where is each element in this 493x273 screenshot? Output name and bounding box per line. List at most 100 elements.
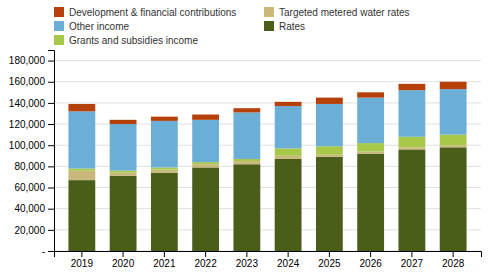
bar bbox=[398, 149, 425, 251]
x-tick-mark bbox=[246, 251, 247, 257]
x-tick-label: 2021 bbox=[153, 258, 176, 269]
bar bbox=[398, 137, 425, 148]
legend-label: Development & financial contributions bbox=[69, 7, 236, 18]
legend-item: Development & financial contributions bbox=[54, 7, 236, 18]
x-tick-label: 2024 bbox=[277, 258, 300, 269]
legend-item: Other income bbox=[54, 21, 129, 32]
chart: - 20,000 40,000 60,000 80,000 100,000 120,000 1… bbox=[0, 0, 493, 273]
y-tick-label: 140,000 bbox=[9, 98, 46, 109]
bar bbox=[110, 120, 137, 124]
plot: - 20,000 40,000 60,000 80,000 100,000 120,000 1… bbox=[9, 51, 482, 270]
bar bbox=[357, 154, 384, 251]
y-tick: 180,000 bbox=[9, 55, 54, 66]
legend-label: Grants and subsidies income bbox=[69, 35, 198, 46]
x-tick: 2028 bbox=[442, 251, 465, 269]
bar bbox=[110, 173, 137, 176]
bar bbox=[357, 143, 384, 151]
x-tick-label: 2026 bbox=[360, 258, 383, 269]
bar bbox=[192, 120, 219, 162]
y-tick-mark bbox=[48, 230, 54, 231]
bar bbox=[233, 108, 260, 112]
bar bbox=[68, 168, 95, 170]
y-tick: 20,000 bbox=[14, 225, 54, 236]
bar bbox=[110, 176, 137, 251]
y-tick: 160,000 bbox=[9, 76, 54, 87]
bar bbox=[357, 92, 384, 97]
y-tick-label: 40,000 bbox=[14, 203, 45, 214]
x-tick-label: 2027 bbox=[401, 258, 424, 269]
y-tick-mark bbox=[48, 251, 54, 252]
y-tick-label: 80,000 bbox=[14, 161, 45, 172]
bar bbox=[68, 104, 95, 111]
bar bbox=[275, 106, 302, 148]
bar bbox=[233, 159, 260, 161]
bar bbox=[151, 121, 178, 168]
y-tick: 140,000 bbox=[9, 98, 54, 109]
x-tick: 2022 bbox=[194, 251, 217, 269]
legend-swatch bbox=[54, 21, 64, 31]
y-tick-mark bbox=[48, 209, 54, 210]
x-tick: 2025 bbox=[318, 251, 341, 269]
y-tick: 60,000 bbox=[14, 182, 54, 193]
x-tick-mark bbox=[205, 251, 206, 257]
y-tick-mark bbox=[48, 61, 54, 62]
bars bbox=[68, 82, 466, 251]
y-axis: - 20,000 40,000 60,000 80,000 100,000 120,000 1… bbox=[9, 51, 55, 257]
legend-swatch bbox=[54, 7, 64, 17]
bar bbox=[440, 135, 467, 146]
bar bbox=[398, 90, 425, 137]
bar bbox=[275, 148, 302, 155]
y-tick: 80,000 bbox=[14, 161, 54, 172]
y-tick-label: 160,000 bbox=[9, 76, 46, 87]
x-tick: 2024 bbox=[277, 251, 300, 269]
bar bbox=[275, 159, 302, 251]
x-tick-mark bbox=[453, 251, 454, 257]
x-tick-mark bbox=[329, 251, 330, 257]
bar bbox=[151, 167, 178, 169]
y-tick-label: 60,000 bbox=[14, 182, 45, 193]
bar bbox=[151, 173, 178, 251]
bar bbox=[233, 161, 260, 164]
bar bbox=[68, 111, 95, 168]
y-tick: - bbox=[42, 246, 54, 257]
bar bbox=[398, 147, 425, 149]
legend-item: Targeted metered water rates bbox=[264, 7, 410, 18]
legend-label: Rates bbox=[279, 21, 305, 32]
x-tick: 2020 bbox=[112, 251, 135, 269]
x-tick-label: 2022 bbox=[194, 258, 217, 269]
bar bbox=[316, 155, 343, 157]
y-axis-line bbox=[48, 51, 55, 252]
x-tick-label: 2020 bbox=[112, 258, 135, 269]
grid-line bbox=[54, 81, 481, 82]
y-tick-label: 100,000 bbox=[9, 140, 46, 151]
legend: Development & financial contributions Oth… bbox=[54, 7, 410, 46]
x-tick-mark bbox=[411, 251, 412, 257]
bar bbox=[440, 145, 467, 147]
bar bbox=[110, 124, 137, 171]
bar bbox=[398, 84, 425, 90]
y-tick-label: - bbox=[42, 246, 45, 257]
legend-swatch bbox=[54, 35, 64, 45]
bar bbox=[357, 152, 384, 154]
x-tick-label: 2028 bbox=[442, 258, 465, 269]
x-tick-mark bbox=[370, 251, 371, 257]
y-tick: 120,000 bbox=[9, 119, 54, 130]
bar bbox=[275, 102, 302, 106]
y-tick-label: 120,000 bbox=[9, 119, 46, 130]
x-axis-line bbox=[55, 252, 482, 258]
bar bbox=[440, 89, 467, 134]
bar bbox=[275, 156, 302, 159]
bar bbox=[440, 147, 467, 251]
bar bbox=[440, 82, 467, 89]
bar bbox=[316, 104, 343, 146]
series bbox=[68, 82, 466, 124]
x-tick-mark bbox=[164, 251, 165, 257]
bar bbox=[233, 164, 260, 251]
legend-item: Grants and subsidies income bbox=[54, 35, 198, 46]
legend-swatch bbox=[264, 21, 274, 31]
bar bbox=[316, 98, 343, 104]
x-tick: 2027 bbox=[401, 251, 424, 269]
x-axis: 2019202020212022202320242025202620272028 bbox=[55, 251, 482, 269]
y-tick-mark bbox=[48, 124, 54, 125]
series bbox=[68, 89, 466, 170]
